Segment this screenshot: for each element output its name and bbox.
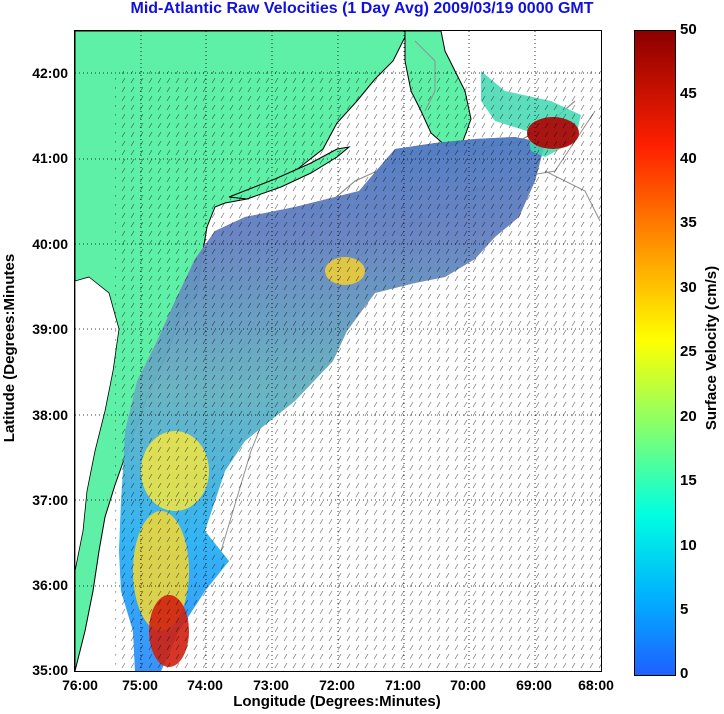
colorbar-tick: 10: [680, 537, 697, 554]
lon-tick-label: 75:00: [122, 677, 158, 693]
velocity-arrows: [115, 71, 601, 671]
colorbar-tick: 15: [680, 472, 697, 489]
lon-tick-label: 70:00: [450, 677, 486, 693]
colorbar-tick: 25: [680, 343, 697, 360]
lon-tick-label: 76:00: [62, 677, 98, 693]
lat-tick-label: 41:00: [32, 150, 68, 166]
lat-tick-label: 36:00: [32, 577, 68, 593]
map-title: Mid-Atlantic Raw Velocities (1 Day Avg) …: [130, 0, 594, 17]
lon-tick-label: 68:00: [578, 677, 614, 693]
lon-tick-label: 74:00: [187, 677, 223, 693]
lat-tick-label: 39:00: [32, 321, 68, 337]
lat-tick-label: 37:00: [32, 492, 68, 508]
map-plot-area: [74, 30, 602, 672]
map-canvas: [75, 31, 601, 671]
colorbar-tick: 50: [680, 21, 697, 38]
colorbar-tick: 40: [680, 150, 697, 167]
lon-tick-label: 71:00: [385, 677, 421, 693]
colorbar-label: Surface Velocity (cm/s): [703, 265, 720, 431]
lat-tick-label: 42:00: [32, 65, 68, 81]
x-axis-label: Longitude (Degrees:Minutes): [233, 693, 441, 710]
lat-tick-label: 38:00: [32, 407, 68, 423]
colorbar-tick: 0: [680, 665, 689, 682]
lat-tick-label: 35:00: [32, 662, 68, 678]
colorbar-tick: 30: [680, 279, 697, 296]
grid-lines: [75, 31, 601, 671]
colorbar-tick: 35: [680, 214, 697, 231]
colorbar-tick: 20: [680, 408, 697, 425]
colorbar-tick: 45: [680, 85, 697, 102]
lon-tick-label: 73:00: [253, 677, 289, 693]
lat-tick-label: 40:00: [32, 236, 68, 252]
colorbar: [634, 30, 676, 676]
y-axis-label: Latitude (Degrees:Minutes: [1, 253, 18, 443]
lon-tick-label: 72:00: [319, 677, 355, 693]
colorbar-tick: 5: [680, 601, 689, 618]
lon-tick-label: 69:00: [516, 677, 552, 693]
